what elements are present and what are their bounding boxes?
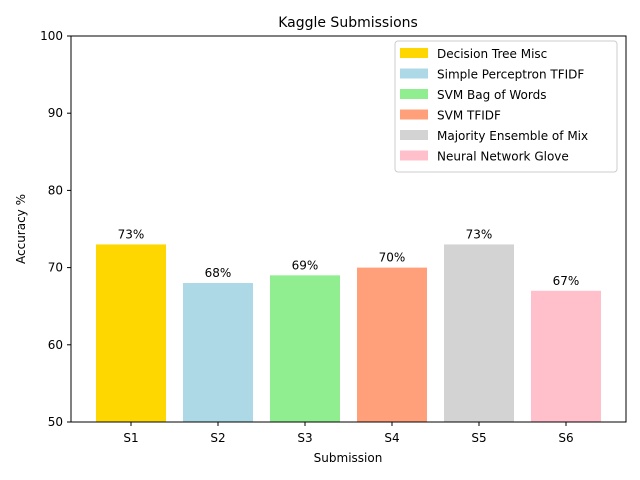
legend-entry-label: Decision Tree Misc [437, 47, 547, 61]
chart-title: Kaggle Submissions [278, 15, 418, 31]
plot-frame [70, 35, 627, 423]
bar-value-label-s2: 68% [205, 266, 232, 280]
x-tick-label-s1: S1 [123, 431, 138, 445]
legend-swatch [400, 109, 428, 120]
bar-value-label-s6: 67% [553, 274, 580, 288]
x-tick-label-s4: S4 [384, 431, 399, 445]
bar-s6 [531, 290, 601, 422]
bar-s3 [270, 275, 340, 422]
legend-entry-label: SVM Bag of Words [437, 88, 547, 102]
legend-swatch [400, 68, 428, 79]
x-axis: S1 S2 S3 S4 S5 S6 [123, 422, 574, 445]
x-tick-label-s3: S3 [297, 431, 312, 445]
x-tick-label-s6: S6 [558, 431, 573, 445]
y-tick-label-50: 50 [48, 415, 63, 429]
bar-s4 [357, 267, 427, 422]
legend-entry-label: Simple Perceptron TFIDF [437, 68, 584, 82]
bar-value-label-s4: 70% [379, 251, 406, 265]
y-tick-label-80: 80 [48, 183, 63, 197]
y-tick-label-100: 100 [40, 29, 63, 43]
legend-entry-label: SVM TFIDF [437, 109, 501, 123]
y-axis: 50 60 70 80 90 100 [40, 29, 71, 429]
x-axis-title: Submission [314, 451, 383, 465]
legend-swatch [400, 48, 428, 58]
legend-swatch [400, 89, 428, 99]
legend-entry-label: Majority Ensemble of Mix [437, 129, 588, 143]
y-tick-label-60: 60 [48, 338, 63, 352]
y-tick-label-70: 70 [48, 261, 63, 275]
legend-box [394, 40, 618, 173]
bar-value-label-s5: 73% [466, 227, 493, 241]
bar-s5 [444, 244, 514, 422]
legend-swatch [400, 150, 428, 161]
y-axis-title: Accuracy % [14, 194, 28, 264]
legend-swatch [400, 130, 428, 140]
bar-value-label-s1: 73% [118, 227, 145, 241]
bar-value-label-s3: 69% [292, 258, 319, 272]
x-tick-label-s2: S2 [210, 431, 225, 445]
bars-group [96, 244, 601, 422]
bar-s2 [183, 283, 253, 422]
bar-labels-group: 73% 68% 69% 70% 73% 67% [118, 227, 580, 287]
bar-s1 [96, 244, 166, 422]
y-tick-label-90: 90 [48, 106, 63, 120]
legend: Decision Tree Misc Simple Perceptron TFID… [394, 40, 618, 173]
x-tick-label-s5: S5 [471, 431, 486, 445]
legend-entry-label: Neural Network Glove [437, 150, 569, 164]
